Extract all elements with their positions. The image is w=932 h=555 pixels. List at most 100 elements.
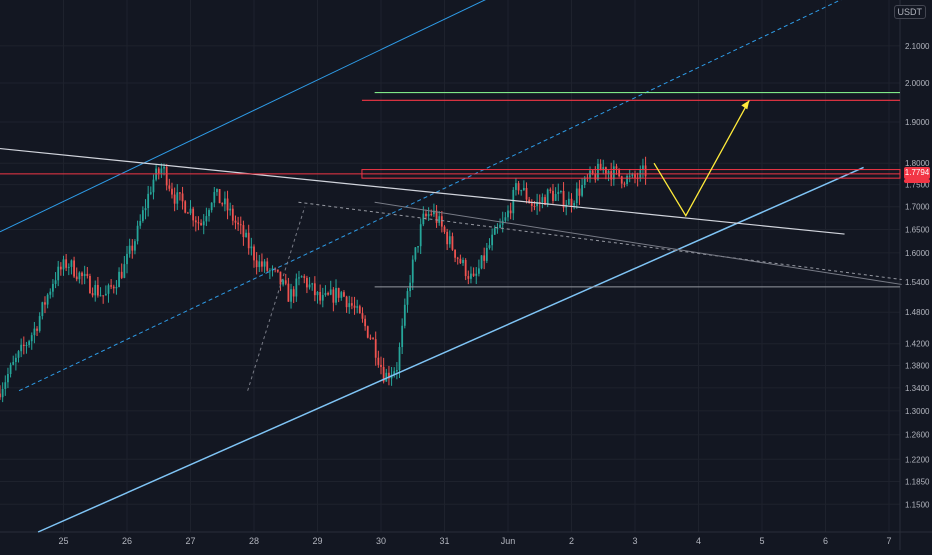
y-tick-label: 1.3000 — [905, 407, 930, 416]
candle-body — [438, 216, 441, 223]
candle-body — [239, 224, 242, 226]
candle-body — [30, 335, 33, 342]
candle-body — [298, 277, 300, 279]
candle-body — [631, 174, 634, 176]
y-tick-label: 1.2200 — [905, 455, 930, 464]
candle-body — [395, 370, 398, 372]
candle-body — [509, 210, 512, 214]
candle-body — [20, 344, 23, 352]
candle-body — [94, 284, 97, 296]
candle-body — [290, 289, 292, 302]
candle-body — [160, 168, 163, 174]
candle-body — [197, 222, 200, 224]
candle-body — [369, 337, 372, 339]
candle-body — [485, 247, 488, 261]
candle-body — [99, 295, 102, 297]
candle-body — [462, 259, 464, 264]
candle-body — [382, 366, 385, 382]
candle-body — [337, 287, 340, 298]
candle-body — [507, 210, 509, 218]
candle-body — [544, 197, 546, 205]
candle-body — [425, 213, 427, 217]
candle-body — [200, 223, 202, 226]
candle-body — [401, 325, 404, 348]
candle-body — [292, 289, 295, 297]
candle-body — [287, 283, 290, 302]
candle-body — [192, 208, 195, 221]
candle-body — [49, 291, 52, 295]
candle-body — [208, 210, 210, 217]
candle-body — [602, 167, 605, 171]
candle-body — [623, 183, 626, 185]
candle-body — [271, 268, 274, 271]
candle-body — [157, 168, 160, 174]
candle-body — [552, 190, 554, 201]
candle-body — [184, 201, 187, 213]
candle-body — [46, 294, 49, 305]
candle-body — [229, 208, 232, 211]
candle-body — [1, 388, 4, 398]
candle-body — [554, 194, 557, 201]
channel-midline — [18, 0, 842, 392]
candle-body — [176, 192, 179, 204]
candle-body — [512, 189, 515, 214]
candle-body — [364, 318, 367, 327]
candle-body — [231, 208, 234, 221]
candle-body — [626, 175, 628, 185]
candle-body — [205, 216, 208, 222]
gray-trendline — [374, 201, 902, 285]
x-tick-label: 5 — [759, 536, 764, 546]
candle-body — [419, 224, 422, 247]
candle-body — [348, 303, 351, 308]
candle-body — [499, 224, 501, 228]
candle-body — [38, 316, 41, 331]
candle-body — [451, 236, 454, 250]
candle-body — [141, 210, 144, 221]
candle-body — [557, 191, 560, 195]
candle-body — [115, 287, 118, 289]
candle-body — [615, 166, 618, 169]
candle-body — [562, 190, 565, 208]
candle-body — [398, 347, 401, 371]
candle-body — [9, 364, 12, 375]
candle-body — [422, 213, 425, 225]
y-tick-label: 1.2600 — [905, 431, 930, 440]
y-tick-label: 1.6500 — [905, 225, 930, 234]
candle-body — [578, 188, 581, 196]
candle-body — [567, 198, 570, 205]
candle-body — [358, 306, 361, 314]
candle-body — [612, 166, 615, 180]
candle-body — [467, 276, 470, 279]
candle-body — [128, 245, 131, 254]
candle-body — [464, 259, 467, 277]
y-tick-label: 1.4200 — [905, 340, 930, 349]
candle-body — [319, 291, 322, 301]
candle-body — [599, 163, 602, 171]
candle-body — [144, 208, 147, 211]
candle-body — [91, 293, 94, 296]
candle-body — [247, 232, 250, 249]
candle-body — [134, 241, 136, 251]
candle-body — [194, 220, 197, 223]
x-tick-label: 25 — [58, 536, 68, 546]
y-tick-label: 1.9000 — [905, 118, 930, 127]
candle-body — [607, 171, 610, 174]
dotted-trendline — [298, 201, 902, 280]
candle-body — [475, 273, 478, 276]
candle-body — [110, 285, 113, 287]
candle-body — [417, 246, 419, 248]
candle-body — [496, 227, 499, 229]
candle-body — [173, 194, 176, 204]
candle-body — [393, 371, 396, 375]
candle-body — [81, 272, 83, 277]
candle-body — [266, 261, 269, 271]
descending-trendline — [0, 147, 845, 235]
candle-body — [253, 246, 255, 261]
candle-body — [89, 275, 91, 294]
candle-body — [644, 165, 647, 177]
currency-label[interactable]: USDT — [893, 5, 926, 19]
current-price-badge: 1.7794 — [904, 167, 930, 179]
candle-body — [245, 232, 247, 238]
